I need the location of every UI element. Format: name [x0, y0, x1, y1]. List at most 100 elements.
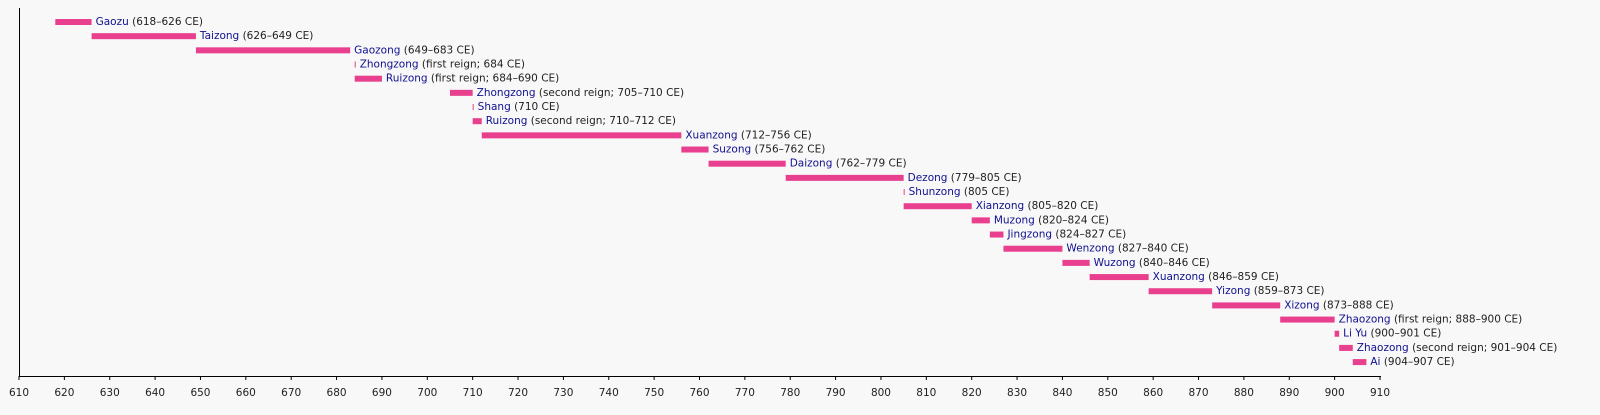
- reign-bar: [91, 33, 196, 40]
- reign-period: (846–859 CE): [1208, 271, 1279, 283]
- reign-bar: [1334, 330, 1340, 337]
- x-tick-label: 760: [689, 387, 709, 399]
- reign-period: (626–649 CE): [243, 30, 314, 42]
- x-tick-label: 780: [780, 387, 800, 399]
- reign-period: (first reign; 684 CE): [422, 59, 525, 71]
- emperor-name: Wenzong: [1066, 243, 1114, 255]
- x-tick-label: 750: [644, 387, 664, 399]
- reign-period: (779–805 CE): [951, 172, 1022, 184]
- reign-period: (904–907 CE): [1384, 356, 1455, 368]
- reign-period: (712–756 CE): [741, 129, 812, 141]
- x-tick-label: 910: [1370, 387, 1390, 399]
- reign-bar: [1339, 344, 1353, 351]
- reign-label: Xianzong (805–820 CE): [976, 200, 1099, 212]
- emperor-name: Xizong: [1284, 299, 1319, 311]
- x-tick-label: 900: [1325, 387, 1345, 399]
- reign-label: Muzong (820–824 CE): [994, 214, 1109, 226]
- reign-bar: [903, 203, 972, 210]
- reign-label: Xizong (873–888 CE): [1284, 299, 1394, 311]
- reign-bar: [354, 75, 382, 82]
- x-tick-label: 820: [962, 387, 982, 399]
- x-tick-label: 620: [54, 387, 74, 399]
- reign-bar: [1212, 302, 1281, 309]
- x-tick-label: 840: [1052, 387, 1072, 399]
- reign-label: Zhongzong (first reign; 684 CE): [360, 59, 525, 71]
- reign-label: Ruizong (first reign; 684–690 CE): [386, 73, 559, 85]
- x-tick-label: 830: [1007, 387, 1027, 399]
- reign-bar: [1280, 316, 1335, 323]
- reign-bar: [1003, 245, 1063, 252]
- reign-bar: [481, 132, 682, 139]
- reign-bar: [708, 160, 786, 167]
- emperor-name: Zhaozong: [1339, 314, 1391, 326]
- reign-period: (756–762 CE): [754, 144, 825, 156]
- x-tick-label: 880: [1234, 387, 1254, 399]
- emperor-name: Muzong: [994, 214, 1035, 226]
- reign-bar: [681, 146, 709, 153]
- emperor-name: Ruizong: [486, 115, 528, 127]
- x-tick-label: 730: [553, 387, 573, 399]
- x-tick-label: 640: [145, 387, 165, 399]
- reign-period: (805–820 CE): [1028, 200, 1099, 212]
- emperor-name: Ruizong: [386, 73, 428, 85]
- x-tick-label: 740: [599, 387, 619, 399]
- emperor-name: Shunzong: [909, 186, 961, 198]
- reign-label: Taizong (626–649 CE): [199, 30, 313, 42]
- reign-bar: [785, 174, 904, 181]
- reign-bar: [971, 217, 990, 224]
- reign-bar: [354, 61, 356, 68]
- reign-label: Zhongzong (second reign; 705–710 CE): [477, 87, 684, 99]
- emperor-name: Li Yu: [1343, 328, 1367, 340]
- reign-label: Gaozong (649–683 CE): [354, 44, 474, 56]
- x-tick-label: 870: [1189, 387, 1209, 399]
- emperor-name: Daizong: [790, 158, 833, 170]
- reign-bar: [1352, 359, 1367, 366]
- reign-label: Li Yu (900–901 CE): [1343, 328, 1441, 340]
- reign-period: (840–846 CE): [1139, 257, 1210, 269]
- reign-period: (first reign; 888–900 CE): [1394, 314, 1522, 326]
- reign-period: (900–901 CE): [1370, 328, 1441, 340]
- reign-label: Shang (710 CE): [478, 101, 560, 113]
- emperor-name: Ai: [1370, 356, 1380, 368]
- reign-period: (second reign; 901–904 CE): [1412, 342, 1557, 354]
- reign-period: (649–683 CE): [404, 44, 475, 56]
- emperor-name: Gaozong: [354, 44, 400, 56]
- reign-bar: [989, 231, 1004, 238]
- emperor-name: Suzong: [713, 144, 752, 156]
- reign-label: Xuanzong (712–756 CE): [685, 129, 811, 141]
- reign-label: Daizong (762–779 CE): [790, 158, 907, 170]
- emperor-name: Wuzong: [1094, 257, 1136, 269]
- reign-label: Zhaozong (first reign; 888–900 CE): [1339, 314, 1523, 326]
- reign-period: (second reign; 710–712 CE): [531, 115, 676, 127]
- reign-period: (762–779 CE): [836, 158, 907, 170]
- reign-label: Xuanzong (846–859 CE): [1153, 271, 1279, 283]
- reign-period: (827–840 CE): [1118, 243, 1189, 255]
- emperor-name: Yizong: [1215, 285, 1250, 297]
- reign-period: (873–888 CE): [1323, 299, 1394, 311]
- x-tick-label: 700: [417, 387, 437, 399]
- x-tick-label: 680: [327, 387, 347, 399]
- reign-label: Shunzong (805 CE): [909, 186, 1010, 198]
- reign-bar: [472, 104, 474, 111]
- x-tick-label: 610: [9, 387, 29, 399]
- reign-bar: [903, 189, 905, 196]
- x-tick-label: 800: [871, 387, 891, 399]
- reign-bar: [472, 118, 482, 125]
- reign-label: Jingzong (824–827 CE): [1006, 229, 1126, 241]
- reign-label: Wuzong (840–846 CE): [1094, 257, 1210, 269]
- emperor-name: Zhongzong: [477, 87, 536, 99]
- reign-bar: [195, 47, 351, 54]
- reign-label: Ruizong (second reign; 710–712 CE): [486, 115, 676, 127]
- emperor-name: Gaozu: [96, 16, 129, 28]
- reign-bar: [449, 89, 473, 96]
- x-tick-label: 790: [826, 387, 846, 399]
- reign-label: Yizong (859–873 CE): [1215, 285, 1324, 297]
- emperor-name: Xuanzong: [1153, 271, 1205, 283]
- x-tick-label: 890: [1279, 387, 1299, 399]
- reign-bar: [55, 19, 92, 25]
- emperor-name: Dezong: [908, 172, 948, 184]
- x-tick-label: 710: [463, 387, 483, 399]
- reign-bar: [1062, 259, 1090, 266]
